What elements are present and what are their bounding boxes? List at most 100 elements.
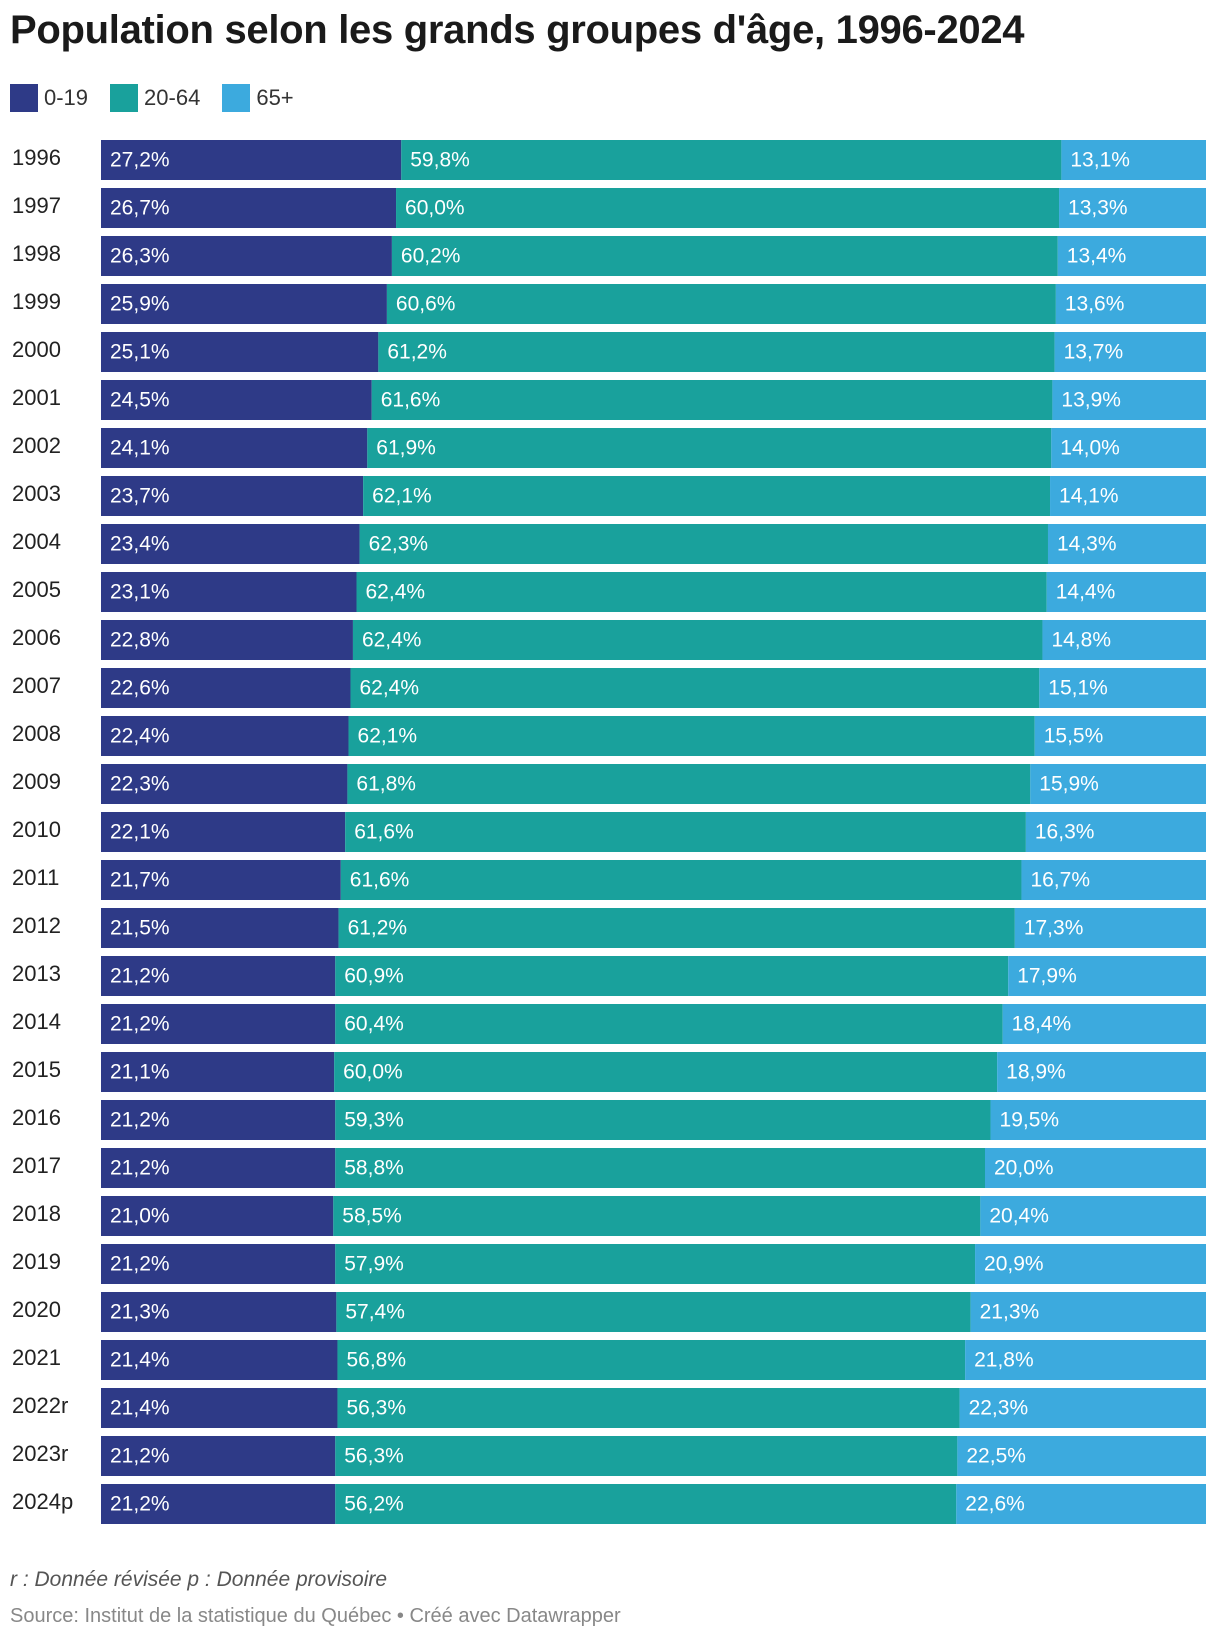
bar-segment-0-19-2010 <box>101 812 346 852</box>
data-label-0-19-2013: 21,2% <box>110 965 170 988</box>
data-label-0-19-2005: 23,1% <box>110 581 170 604</box>
data-label-65-plus-2023r: 22,5% <box>966 1445 1026 1468</box>
data-label-20-64-2023r: 56,3% <box>344 1445 404 1468</box>
bar-segment-20-64-1997 <box>396 188 1060 228</box>
data-label-20-64-2024p: 56,2% <box>344 1493 404 1516</box>
data-label-20-64-2004: 62,3% <box>369 533 429 556</box>
data-label-0-19-2016: 21,2% <box>110 1109 170 1132</box>
data-label-65-plus-2013: 17,9% <box>1017 965 1077 988</box>
bar-segment-0-19-2004 <box>101 524 360 564</box>
data-label-20-64-2015: 60,0% <box>343 1061 403 1084</box>
chart-title: Population selon les grands groupes d'âg… <box>10 8 1025 52</box>
legend-label-20-64: 20-64 <box>144 85 201 110</box>
data-label-20-64-2000: 61,2% <box>387 341 447 364</box>
bar-segment-20-64-2006 <box>352 620 1043 660</box>
bar-segment-20-64-2016 <box>335 1100 991 1140</box>
row-label-1996: 1996 <box>12 145 61 170</box>
data-label-20-64-2002: 61,9% <box>376 437 436 460</box>
data-label-0-19-2000: 25,1% <box>110 341 170 364</box>
legend-swatch-20-64 <box>110 84 139 112</box>
data-label-0-19-2021: 21,4% <box>110 1349 170 1372</box>
row-label-2018: 2018 <box>12 1201 61 1226</box>
bar-segment-20-64-2012 <box>338 908 1015 948</box>
bar-segment-65-plus-2005 <box>1046 572 1206 612</box>
bar-segment-65-plus-2010 <box>1025 812 1206 852</box>
row-label-2012: 2012 <box>12 913 61 938</box>
row-label-2020: 2020 <box>12 1297 61 1322</box>
data-label-65-plus-1997: 13,3% <box>1068 197 1128 220</box>
source-credit: Source: Institut de la statistique du Qu… <box>10 1605 621 1627</box>
bar-segment-65-plus-2004 <box>1047 524 1206 564</box>
data-label-20-64-2016: 59,3% <box>344 1109 404 1132</box>
bar-segment-20-64-2000 <box>378 332 1055 372</box>
data-label-20-64-1999: 60,6% <box>396 293 456 316</box>
bar-segment-0-19-1999 <box>101 284 387 324</box>
data-label-0-19-2014: 21,2% <box>110 1013 170 1036</box>
bar-segment-20-64-2010 <box>345 812 1026 852</box>
data-label-0-19-2002: 24,1% <box>110 437 170 460</box>
data-label-65-plus-2021: 21,8% <box>974 1349 1034 1372</box>
bar-segment-0-19-2020 <box>101 1292 337 1332</box>
data-label-20-64-1996: 59,8% <box>410 149 470 172</box>
bar-segment-0-19-2007 <box>101 668 351 708</box>
row-label-2015: 2015 <box>12 1057 61 1082</box>
data-label-20-64-1998: 60,2% <box>401 245 461 268</box>
bar-segment-0-19-2013 <box>101 956 336 996</box>
bar-segment-20-64-2013 <box>335 956 1009 996</box>
bar-segment-20-64-2018 <box>333 1196 981 1236</box>
data-label-65-plus-2006: 14,8% <box>1051 629 1111 652</box>
data-label-20-64-2013: 60,9% <box>344 965 404 988</box>
data-label-0-19-2015: 21,1% <box>110 1061 170 1084</box>
data-label-20-64-2003: 62,1% <box>372 485 432 508</box>
row-label-2013: 2013 <box>12 961 61 986</box>
data-label-0-19-1997: 26,7% <box>110 197 170 220</box>
bar-segment-20-64-2002 <box>367 428 1052 468</box>
data-label-65-plus-2007: 15,1% <box>1048 677 1108 700</box>
row-label-2000: 2000 <box>12 337 61 362</box>
data-label-0-19-2004: 23,4% <box>110 533 170 556</box>
legend-swatch-0-19 <box>10 84 38 112</box>
row-label-1998: 1998 <box>12 241 61 266</box>
data-label-65-plus-2012: 17,3% <box>1024 917 1084 940</box>
data-label-0-19-1998: 26,3% <box>110 245 170 268</box>
row-label-2002: 2002 <box>12 433 61 458</box>
data-label-20-64-2008: 62,1% <box>358 725 418 748</box>
data-label-65-plus-2001: 13,9% <box>1061 389 1121 412</box>
bar-segment-20-64-2022r <box>337 1388 960 1428</box>
row-label-2007: 2007 <box>12 673 61 698</box>
bar-segment-65-plus-2021 <box>965 1340 1206 1380</box>
data-label-65-plus-2005: 14,4% <box>1056 581 1116 604</box>
data-label-65-plus-2015: 18,9% <box>1006 1061 1066 1084</box>
bar-segment-65-plus-2015 <box>997 1052 1206 1092</box>
bar-segment-0-19-2002 <box>101 428 368 468</box>
row-label-2016: 2016 <box>12 1105 61 1130</box>
bar-segment-65-plus-2006 <box>1042 620 1206 660</box>
row-label-2009: 2009 <box>12 769 61 794</box>
bar-segment-65-plus-2000 <box>1054 332 1206 372</box>
data-label-0-19-2023r: 21,2% <box>110 1445 170 1468</box>
bar-segment-20-64-2001 <box>371 380 1053 420</box>
bar-segment-0-19-2001 <box>101 380 372 420</box>
data-label-0-19-2008: 22,4% <box>110 725 170 748</box>
data-label-20-64-2001: 61,6% <box>381 389 441 412</box>
bar-segment-65-plus-1999 <box>1055 284 1206 324</box>
bar-segment-0-19-2003 <box>101 476 364 516</box>
bar-segment-65-plus-2007 <box>1039 668 1206 708</box>
bar-segment-0-19-1996 <box>101 140 402 180</box>
legend-item-65-plus: 65+ <box>222 84 294 112</box>
bar-segment-0-19-2006 <box>101 620 353 660</box>
legend: 0-19 20-64 65+ <box>10 84 316 112</box>
row-label-2017: 2017 <box>12 1153 61 1178</box>
data-label-65-plus-1996: 13,1% <box>1070 149 1130 172</box>
legend-label-0-19: 0-19 <box>44 85 89 110</box>
bar-segment-0-19-2005 <box>101 572 357 612</box>
data-label-65-plus-2003: 14,1% <box>1059 485 1119 508</box>
data-label-20-64-2022r: 56,3% <box>346 1397 406 1420</box>
row-label-2006: 2006 <box>12 625 61 650</box>
legend-item-0-19: 0-19 <box>10 84 88 112</box>
data-label-20-64-2021: 56,8% <box>346 1349 406 1372</box>
data-label-20-64-2007: 62,4% <box>359 677 419 700</box>
bar-segment-20-64-2004 <box>359 524 1048 564</box>
data-label-0-19-2003: 23,7% <box>110 485 170 508</box>
stacked-bar-chart: 1996 27,2% 59,8% 13,1% 1997 26,7% 60,0% 13,3% 19… <box>12 140 1206 1524</box>
